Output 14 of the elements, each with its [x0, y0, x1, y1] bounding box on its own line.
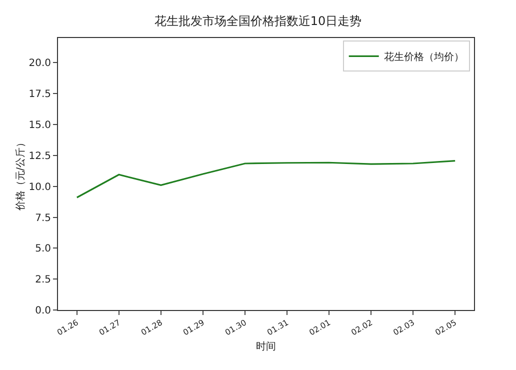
chart-title: 花生批发市场全国价格指数近10日走势: [154, 14, 362, 28]
y-tick-label: 15.0: [28, 120, 51, 132]
y-tick-label: 0.0: [35, 306, 51, 316]
legend-label: 花生价格（均价）: [384, 51, 464, 64]
line-series: [76, 160, 456, 198]
y-axis-title: 价格（元/公斤）: [14, 137, 27, 212]
y-tick-label: 20.0: [28, 58, 51, 70]
x-axis-title: 时间: [256, 340, 276, 353]
y-tick-label: 12.5: [28, 150, 51, 162]
y-tick-label: 17.5: [28, 89, 51, 100]
y-tick-label: 7.5: [35, 212, 51, 224]
y-tick-label: 2.5: [35, 274, 51, 286]
y-tick-label: 10.0: [28, 182, 51, 193]
y-tick-label: 5.0: [35, 244, 51, 255]
